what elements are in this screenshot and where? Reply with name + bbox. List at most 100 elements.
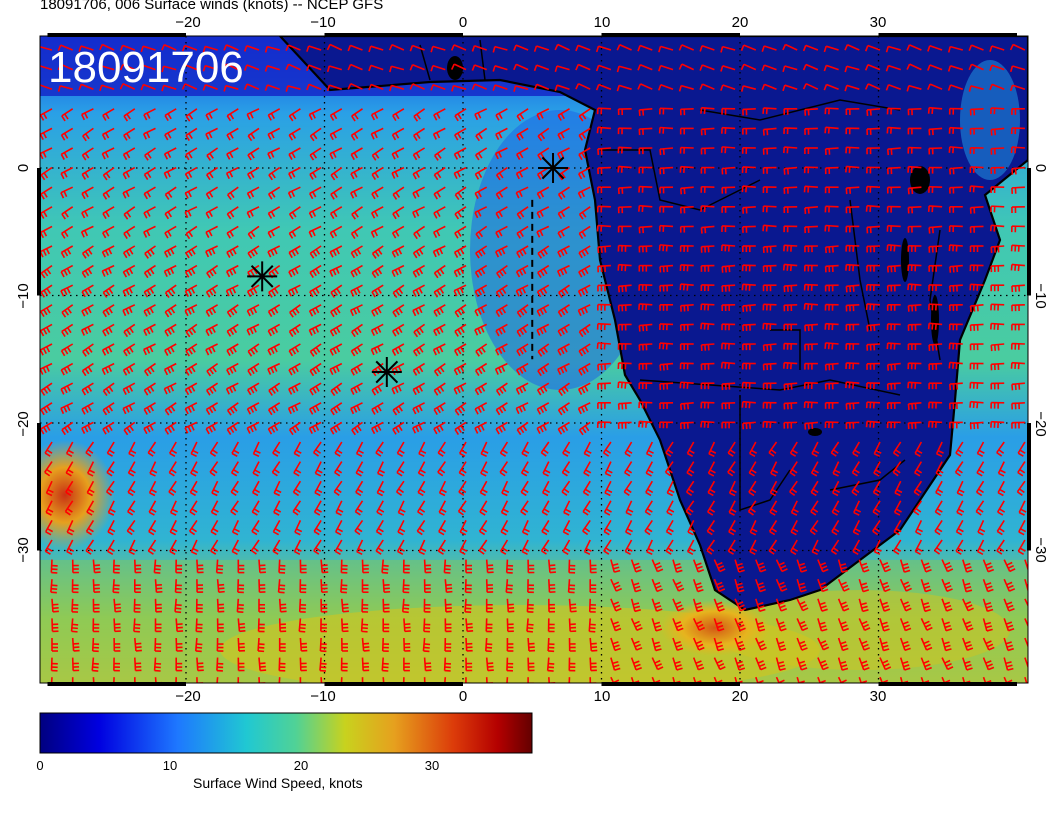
wind-barb [371,284,384,298]
wind-barb [334,539,343,555]
wind-barb [144,245,156,259]
wind-barb [196,677,204,683]
lat-right-2: −20 [1032,411,1049,436]
wind-barb [40,147,53,160]
wind-barb [40,362,53,375]
wind-barb [175,637,183,652]
wind-barb [651,637,662,652]
wind-barb [533,64,550,72]
wind-barb [845,381,860,389]
wind-barb [824,322,839,331]
wind-barb [153,657,162,672]
wind-barb [537,362,550,377]
wind-barb [740,85,757,92]
wind-barb [216,657,224,672]
wind-barb [638,108,653,116]
wind-barb [858,559,870,573]
wind-barb [1017,461,1026,477]
wind-barb [914,461,923,477]
wind-barb [153,559,162,574]
wind-barb [102,166,115,181]
wind-barb [102,402,115,416]
wind-barb [617,225,632,233]
wind-barb [762,264,777,273]
wind-barb [913,500,923,516]
wind-barb [333,480,343,496]
wind-barb [267,304,281,318]
wind-barb [285,85,301,92]
wind-barb [350,186,363,199]
wind-barb [306,64,322,72]
wind-barb [803,401,818,409]
wind-barb [123,323,136,338]
wind-barb [412,147,426,161]
wind-barb [899,559,911,573]
wind-barb [879,578,891,593]
wind-barb [616,43,632,51]
wind-barb [51,638,58,652]
wind-barb [956,480,965,497]
wind-barb [858,578,870,593]
wind-barb [845,402,860,410]
wind-barb [134,677,141,683]
wind-barb [596,107,611,115]
wind-barb [947,84,964,91]
wind-barb [40,206,53,219]
wind-barb [91,637,100,653]
wind-barb [770,461,779,477]
wind-barb [906,63,922,71]
wind-barb [969,304,984,312]
wind-barb [692,578,704,593]
wind-barb [127,461,136,477]
wind-barb [320,579,328,593]
wind-barb [934,500,943,516]
wind-barb [803,381,818,390]
wind-barb [589,637,598,652]
wind-barb [1011,304,1025,312]
wind-barb [845,206,860,214]
wind-barb [948,146,963,154]
wind-barb [51,598,59,613]
wind-barb [557,304,570,318]
wind-barb [40,343,53,356]
wind-barb [143,206,156,219]
wind-barb [699,45,715,52]
wind-barb [700,264,715,272]
wind-barb [604,461,613,477]
wind-barb [122,186,136,199]
wind-barb [1018,520,1027,536]
wind-barb [536,108,550,121]
wind-barb [237,618,246,633]
wind-barb [82,343,94,357]
wind-barb [928,166,943,174]
wind-barb [610,618,622,632]
wind-barb [603,519,612,536]
colorbar-tick-30: 30 [424,758,440,773]
wind-barb [578,245,591,259]
wind-barb [977,520,986,536]
wind-barb [907,244,922,252]
wind-barb [948,323,963,331]
wind-barb [278,677,286,683]
wind-barb [865,303,881,311]
wind-barb [81,206,94,219]
wind-barb [596,322,611,331]
wind-barb [71,677,79,683]
wind-barb [928,303,943,311]
wind-barb [742,206,756,214]
wind-barb [775,618,787,632]
wind-barb [506,598,515,613]
wind-barb [402,559,410,574]
wind-barb [665,539,674,555]
wind-barb [210,500,219,516]
wind-barb [164,245,177,258]
wind-barb [920,578,932,593]
wind-barb [885,45,901,53]
wind-barb [899,578,912,592]
colorbar-ticks: 0 10 20 30 [0,758,1056,778]
wind-barb [371,382,384,396]
wind-barb [495,127,508,141]
wind-barb [1018,500,1027,516]
asterisk-marker [371,357,402,387]
wind-barb [479,500,488,516]
